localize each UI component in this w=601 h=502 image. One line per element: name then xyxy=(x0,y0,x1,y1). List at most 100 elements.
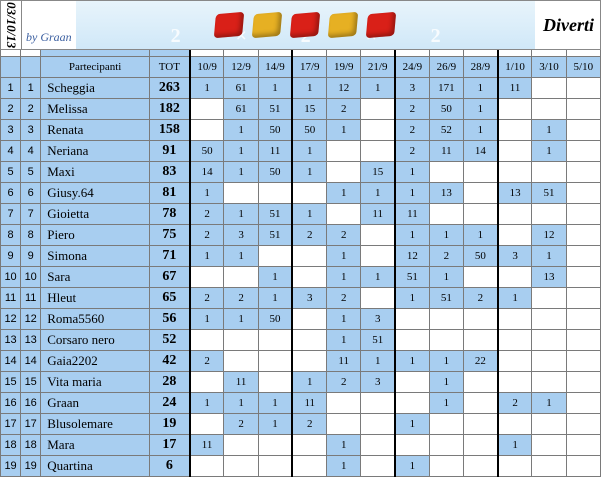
participant-total: 19 xyxy=(149,414,189,435)
score-cell: 2 xyxy=(190,288,224,309)
table-row: 1010Sara6711151113 xyxy=(1,267,601,288)
score-cell: 2 xyxy=(292,225,326,246)
col-day: 21/9 xyxy=(361,57,395,78)
score-cell xyxy=(429,435,463,456)
score-cell xyxy=(190,99,224,120)
table-row: 44Neriana91501111211141 xyxy=(1,141,601,162)
score-cell: 2 xyxy=(327,225,361,246)
row-rank: 11 xyxy=(21,288,41,309)
row-index: 16 xyxy=(1,393,21,414)
score-cell xyxy=(463,309,497,330)
score-cell xyxy=(361,120,395,141)
score-cell xyxy=(327,204,361,225)
row-rank: 19 xyxy=(21,456,41,477)
score-cell xyxy=(361,435,395,456)
score-cell: 1 xyxy=(532,141,566,162)
score-cell: 2 xyxy=(395,141,429,162)
score-cell xyxy=(532,162,566,183)
table-row: 1717Blusolemare192121 xyxy=(1,414,601,435)
score-cell xyxy=(258,372,292,393)
participant-name: Hleut xyxy=(41,288,150,309)
participant-name: Giusy.64 xyxy=(41,183,150,204)
row-index: 8 xyxy=(1,225,21,246)
col-day: 5/10 xyxy=(566,57,600,78)
score-cell xyxy=(566,225,600,246)
participant-name: Sara xyxy=(41,267,150,288)
score-cell xyxy=(532,414,566,435)
participant-total: 52 xyxy=(149,330,189,351)
participant-total: 28 xyxy=(149,372,189,393)
table-row: 1414Gaia22024221111122 xyxy=(1,351,601,372)
score-cell: 1 xyxy=(532,120,566,141)
score-cell: 50 xyxy=(258,162,292,183)
score-cell: 1 xyxy=(361,267,395,288)
score-cell: 1 xyxy=(190,183,224,204)
score-cell: 1 xyxy=(258,267,292,288)
score-cell: 1 xyxy=(292,372,326,393)
score-cell xyxy=(566,372,600,393)
participant-name: Quartina xyxy=(41,456,150,477)
score-cell: 1 xyxy=(361,78,395,99)
score-cell: 2 xyxy=(327,372,361,393)
score-cell: 3 xyxy=(361,309,395,330)
score-cell xyxy=(395,393,429,414)
score-cell xyxy=(566,456,600,477)
score-cell: 1 xyxy=(224,309,258,330)
score-cell xyxy=(566,120,600,141)
score-cell: 2 xyxy=(429,246,463,267)
participant-total: 67 xyxy=(149,267,189,288)
table-row: 77Gioietta78215111111 xyxy=(1,204,601,225)
row-rank: 10 xyxy=(21,267,41,288)
participant-name: Graan xyxy=(41,393,150,414)
score-cell: 11 xyxy=(361,204,395,225)
score-cell xyxy=(566,246,600,267)
score-cell xyxy=(361,246,395,267)
row-index: 14 xyxy=(1,351,21,372)
date-label: 03/10/13 xyxy=(1,1,22,49)
row-rank: 5 xyxy=(21,162,41,183)
score-cell xyxy=(532,456,566,477)
score-cell: 11 xyxy=(429,141,463,162)
row-rank: 18 xyxy=(21,435,41,456)
score-cell: 1 xyxy=(327,330,361,351)
score-cell: 50 xyxy=(258,309,292,330)
score-cell: 3 xyxy=(361,372,395,393)
row-index: 1 xyxy=(1,78,21,99)
participant-total: 71 xyxy=(149,246,189,267)
score-cell xyxy=(292,351,326,372)
score-cell xyxy=(361,393,395,414)
table-row: 1212Roma556056115013 xyxy=(1,309,601,330)
row-rank: 3 xyxy=(21,120,41,141)
score-cell xyxy=(566,309,600,330)
score-cell xyxy=(498,225,532,246)
score-cell xyxy=(463,393,497,414)
score-cell: 1 xyxy=(190,246,224,267)
score-cell: 1 xyxy=(361,351,395,372)
score-cell xyxy=(498,414,532,435)
row-rank: 12 xyxy=(21,309,41,330)
row-rank: 8 xyxy=(21,225,41,246)
score-cell: 61 xyxy=(224,78,258,99)
score-cell xyxy=(190,330,224,351)
score-cell: 12 xyxy=(327,78,361,99)
score-cell: 1 xyxy=(395,162,429,183)
score-cell xyxy=(361,225,395,246)
score-cell: 14 xyxy=(190,162,224,183)
score-cell xyxy=(395,309,429,330)
score-cell: 51 xyxy=(361,330,395,351)
score-cell: 1 xyxy=(292,141,326,162)
score-cell xyxy=(532,351,566,372)
score-cell xyxy=(429,414,463,435)
score-cell xyxy=(258,456,292,477)
score-cell: 2 xyxy=(327,99,361,120)
score-cell xyxy=(361,414,395,435)
score-cell: 51 xyxy=(258,99,292,120)
score-cell xyxy=(292,246,326,267)
score-cell: 2 xyxy=(190,225,224,246)
score-cell xyxy=(190,456,224,477)
score-cell: 1 xyxy=(327,267,361,288)
score-cell xyxy=(361,288,395,309)
score-cell xyxy=(532,204,566,225)
dice-icon xyxy=(328,12,358,38)
score-cell xyxy=(361,141,395,162)
